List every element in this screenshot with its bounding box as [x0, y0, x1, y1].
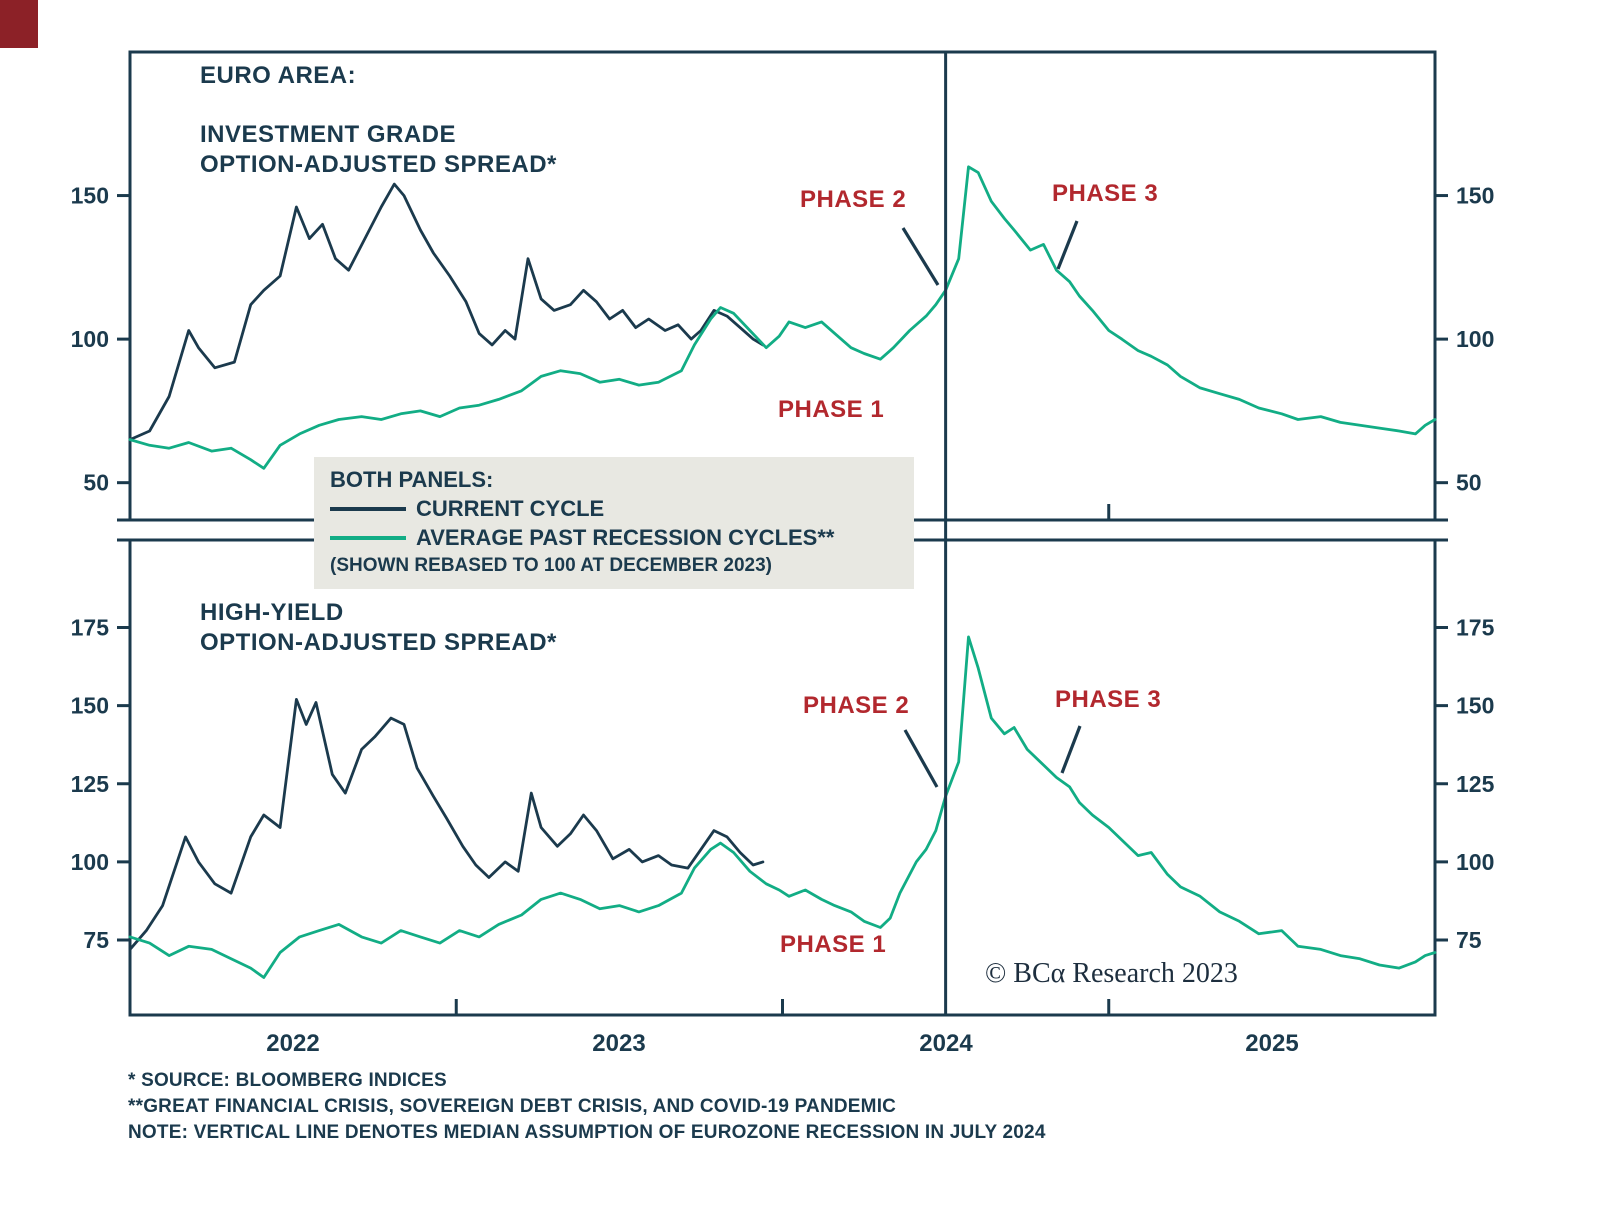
bottom-panel-title: HIGH-YIELD OPTION-ADJUSTED SPREAD* — [200, 598, 557, 658]
phase3-label-top: PHASE 3 — [1052, 180, 1159, 207]
y-tick-label-right: 75 — [1456, 927, 1482, 953]
y-tick-label-left: 75 — [83, 927, 109, 953]
euro-area-heading: EURO AREA: — [200, 62, 357, 89]
y-tick-label-right: 125 — [1456, 771, 1495, 797]
bottom-panel-title-line2: OPTION-ADJUSTED SPREAD* — [200, 629, 557, 656]
legend-title: BOTH PANELS: — [330, 467, 494, 492]
series-line-average-past-cycles — [128, 165, 1437, 470]
y-tick-label-right: 150 — [1456, 183, 1494, 209]
legend-item-current-cycle: CURRENT CYCLE — [330, 494, 914, 523]
phase3-label-bottom: PHASE 3 — [1055, 686, 1162, 713]
y-tick-label-right: 100 — [1456, 849, 1494, 875]
phase1-label-bottom: PHASE 1 — [780, 931, 887, 958]
y-tick-label-left: 150 — [71, 693, 109, 719]
legend-item-average-past-cycles: AVERAGE PAST RECESSION CYCLES** — [330, 523, 914, 552]
x-axis-label-2024: 2024 — [919, 1030, 973, 1057]
series-line-current-cycle — [128, 698, 765, 951]
y-tick-label-right: 50 — [1456, 470, 1482, 496]
legend-rebase-note: (SHOWN REBASED TO 100 AT DECEMBER 2023) — [330, 555, 773, 576]
x-axis-label-2025: 2025 — [1245, 1030, 1299, 1057]
phase-pointer-line — [1060, 725, 1082, 774]
current-cycle-line-swatch — [330, 506, 406, 511]
top-panel-title: INVESTMENT GRADE OPTION-ADJUSTED SPREAD* — [200, 120, 557, 180]
y-tick-label-left: 175 — [71, 615, 110, 641]
legend-label-current-cycle: CURRENT CYCLE — [416, 495, 605, 521]
phase2-label-top: PHASE 2 — [800, 186, 907, 213]
legend: BOTH PANELS: CURRENT CYCLE AVERAGE PAST … — [314, 457, 914, 589]
phase1-label-top: PHASE 1 — [778, 396, 885, 423]
footnotes: * SOURCE: BLOOMBERG INDICES **GREAT FINA… — [128, 1068, 1046, 1146]
bottom-panel-title-line1: HIGH-YIELD — [200, 599, 344, 626]
footnote-vertical-line: NOTE: VERTICAL LINE DENOTES MEDIAN ASSUM… — [128, 1122, 1046, 1143]
x-axis-label-2022: 2022 — [266, 1030, 320, 1057]
footnote-source: * SOURCE: BLOOMBERG INDICES — [128, 1070, 447, 1091]
x-axis-label-2023: 2023 — [592, 1030, 646, 1057]
y-tick-label-right: 175 — [1456, 615, 1495, 641]
phase-pointer-line — [901, 227, 940, 286]
y-tick-label-left: 125 — [71, 771, 110, 797]
top-panel-title-line2: OPTION-ADJUSTED SPREAD* — [200, 151, 557, 178]
series-line-average-past-cycles — [128, 635, 1437, 979]
y-tick-label-left: 150 — [71, 183, 109, 209]
y-tick-label-right: 100 — [1456, 326, 1494, 352]
corner-logo-fragment — [0, 0, 38, 48]
phase-pointer-line — [903, 729, 939, 788]
bca-research-copyright: © BCα Research 2023 — [985, 958, 1238, 989]
y-tick-label-left: 100 — [71, 849, 109, 875]
legend-label-average-past-cycles: AVERAGE PAST RECESSION CYCLES** — [416, 524, 835, 550]
footnote-past-cycles: **GREAT FINANCIAL CRISIS, SOVEREIGN DEBT… — [128, 1096, 897, 1117]
y-tick-label-left: 50 — [83, 470, 109, 496]
series-line-current-cycle — [128, 182, 765, 442]
top-panel-title-line1: INVESTMENT GRADE — [200, 121, 457, 148]
y-tick-label-left: 100 — [71, 326, 109, 352]
average-past-cycles-line-swatch — [330, 535, 406, 540]
y-tick-label-right: 150 — [1456, 693, 1494, 719]
phase2-label-bottom: PHASE 2 — [803, 692, 910, 719]
phase-pointer-line — [1056, 220, 1079, 270]
